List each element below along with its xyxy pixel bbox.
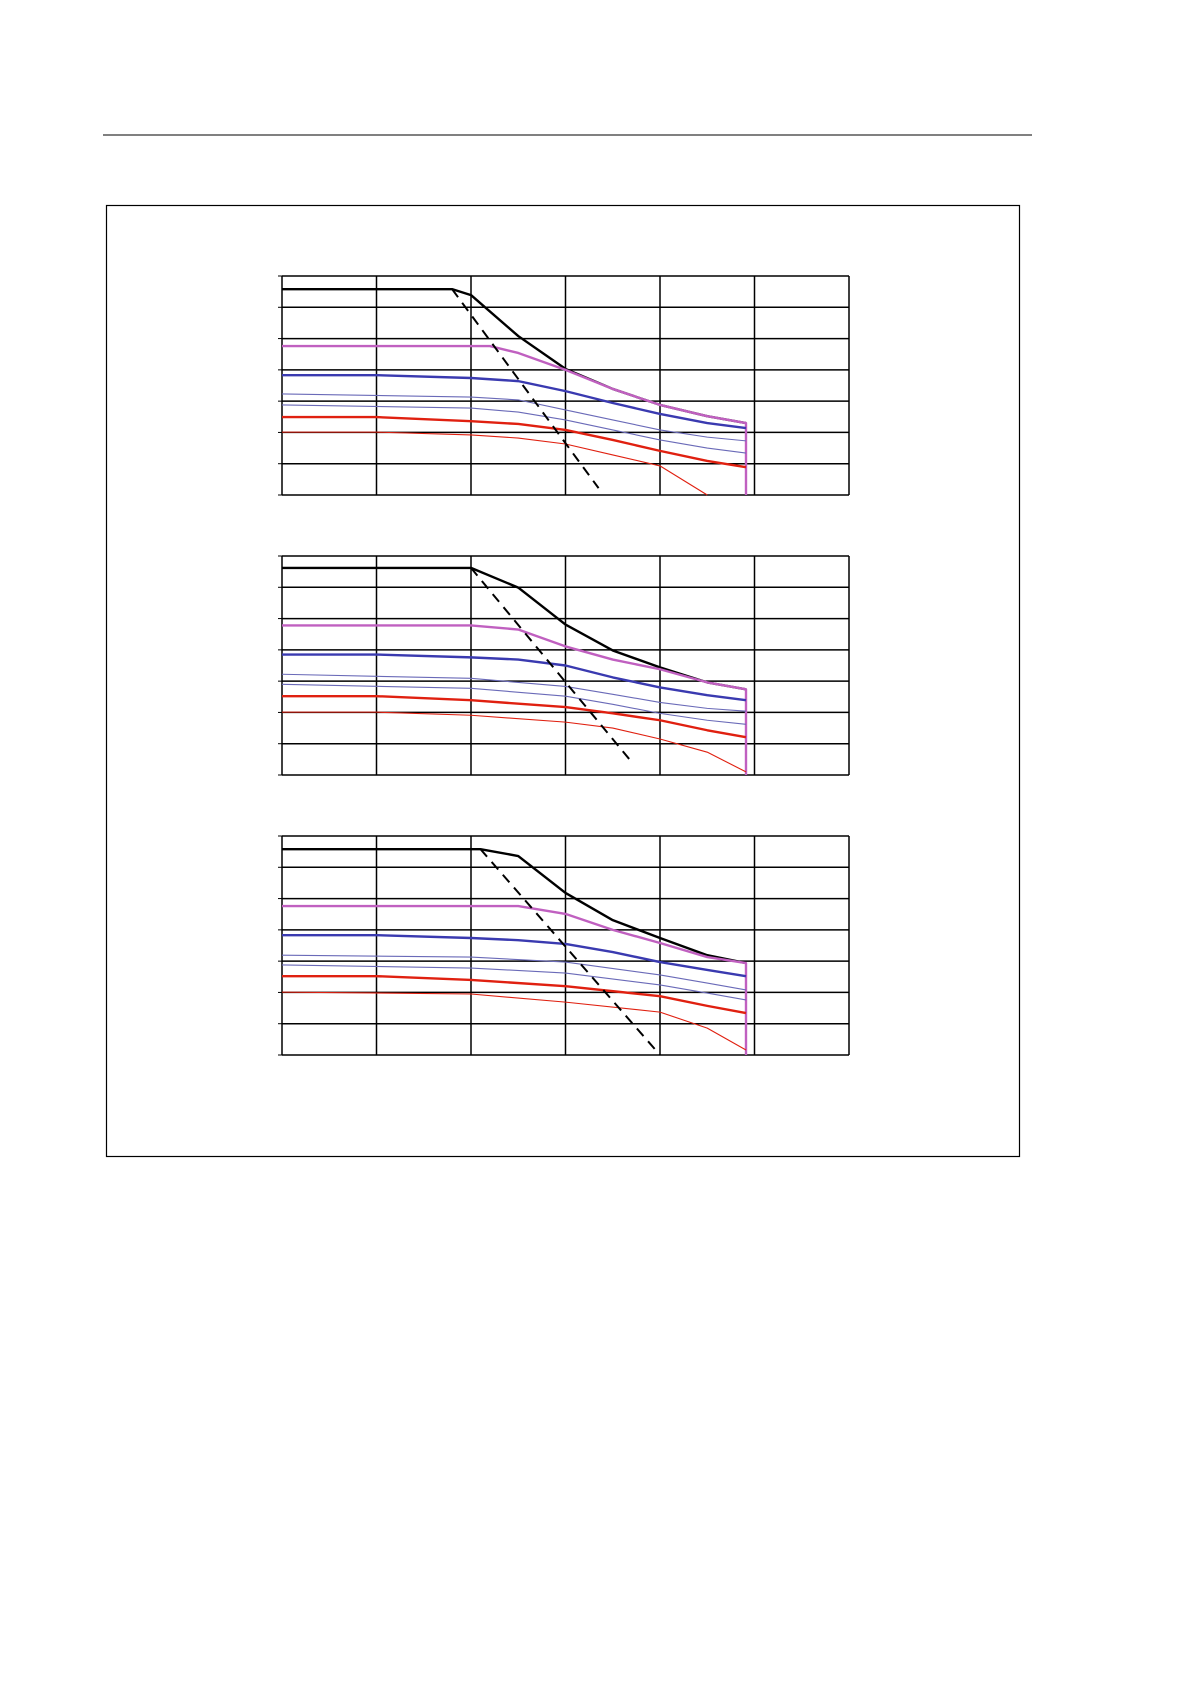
- figure-frame: [105, 204, 1021, 1158]
- series-line: [282, 933, 747, 978]
- series-line: [282, 624, 748, 775]
- chart: [278, 555, 850, 776]
- series-line: [479, 848, 661, 1056]
- series-line: [282, 653, 747, 702]
- series-line: [281, 673, 747, 712]
- series-line: [282, 373, 747, 430]
- series-line: [282, 711, 747, 773]
- series-line: [281, 404, 747, 454]
- chart: [278, 835, 850, 1056]
- series-line: [281, 991, 747, 1051]
- series-line: [282, 847, 747, 965]
- series-line: [281, 954, 747, 991]
- series-line: [281, 683, 747, 725]
- series-line: [282, 974, 747, 1015]
- series-line: [451, 288, 600, 489]
- series-line: [282, 344, 748, 495]
- series-line: [282, 904, 748, 1055]
- series-line: [281, 964, 747, 1001]
- series-line: [282, 431, 708, 496]
- series-line: [282, 287, 747, 425]
- series-line: [281, 393, 747, 442]
- series-line: [282, 415, 747, 469]
- chart: [278, 275, 850, 496]
- series-line: [282, 694, 747, 739]
- series-line: [470, 567, 634, 764]
